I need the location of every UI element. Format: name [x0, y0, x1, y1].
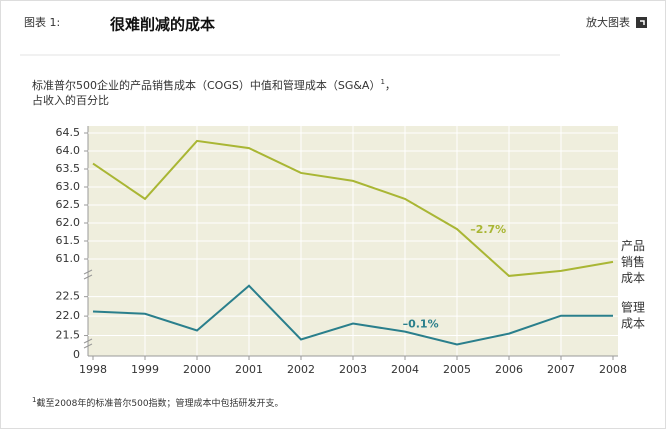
series-label: 产品销售成本: [621, 238, 645, 284]
y-tick-label: 64.0: [56, 144, 81, 157]
series-label: 管理成本: [621, 299, 645, 330]
x-tick-label: 2005: [443, 363, 471, 376]
line: [92, 284, 613, 346]
y-tick-label: 22.0: [56, 309, 81, 322]
x-tick-label: 2008: [599, 363, 627, 376]
title: 很难削减的成本: [109, 16, 215, 34]
x-tick-label: 2007: [547, 363, 575, 376]
x-tick-label: 2000: [183, 363, 211, 376]
x-tick-label: 2006: [495, 363, 523, 376]
x-tick-label: 1999: [131, 363, 159, 376]
y-tick-label: 62.5: [56, 198, 81, 211]
subtitle-text: 标准普尔500企业的产品销售成本（COGS）中值和管理成本（SG&A）: [32, 78, 380, 92]
y-tick-label: 63.0: [56, 180, 81, 193]
series-label-line: 产品: [621, 238, 645, 252]
enlarge-link[interactable]: 放大图表: [586, 15, 630, 29]
subtitle-line2: 占收入的百分比: [32, 93, 109, 107]
x-tick-label: 1998: [79, 363, 107, 376]
enlarge-arrow: [640, 20, 645, 25]
annotation: –0.1%: [403, 318, 439, 331]
x-tick-label: 2004: [391, 363, 419, 376]
subtitle-comma: ，: [385, 79, 396, 92]
footnote-sup: 1: [32, 396, 36, 404]
y-tick-label: 22.5: [56, 290, 81, 303]
plot: 1998 1999 2000 2001 2002 2003 2004 2005 2006 2007…: [56, 126, 627, 376]
y-tick-label: 21.5: [56, 329, 81, 342]
axis-break: [83, 338, 93, 349]
line: [92, 139, 614, 277]
y-origin-label: 0: [73, 348, 80, 361]
subtitle-sup: 1: [380, 78, 384, 86]
x-tick-label: 2003: [339, 363, 367, 376]
series-label-line: 管理: [621, 299, 645, 314]
figure-label: 图表 1:: [24, 15, 60, 29]
series-label-line: 销售: [621, 253, 645, 268]
y-tick-label: 62.0: [56, 216, 81, 229]
y-tick-label: 64.5: [56, 126, 81, 139]
x-tick-label: 2002: [287, 363, 315, 376]
y-tick-label: 61.0: [56, 252, 81, 265]
axis-break: [83, 269, 93, 280]
x-tick-label: 2001: [235, 363, 263, 376]
series-label-line: 成本: [621, 270, 645, 284]
footnote: 1截至2008年的标准普尔500指数；管理成本中包括研发开支。: [32, 396, 284, 409]
y-tick-label: 61.5: [56, 234, 81, 247]
y-tick-label: 63.5: [56, 162, 81, 175]
enlarge-icon[interactable]: [636, 17, 647, 28]
series-label-line: 成本: [621, 316, 645, 330]
subtitle: 标准普尔500企业的产品销售成本（COGS）中值和管理成本（SG&A）1，: [32, 78, 396, 92]
footnote-text: 截至2008年的标准普尔500指数；管理成本中包括研发开支。: [36, 397, 283, 409]
annotation: –2.7%: [470, 223, 506, 236]
